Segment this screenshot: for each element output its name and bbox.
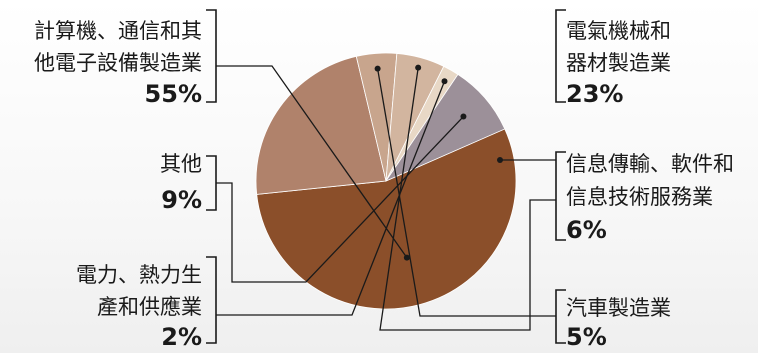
slice-value-label: 23% [566, 80, 623, 108]
slice-value-label: 6% [566, 216, 607, 244]
slice-annotation-5: 其他 9% [160, 113, 467, 283]
label-bracket [206, 256, 217, 344]
slice-label: 計算機、通信和其 [34, 19, 202, 43]
leader-dot [374, 65, 381, 72]
slice-label: 汽車製造業 [566, 296, 671, 320]
pie-annotations: 計算機、通信和其他電子設備製造業55%電氣機械和器材製造業23%汽車製造業5%信… [34, 9, 734, 351]
slice-value-label: 2% [161, 323, 202, 351]
slice-value-label: 55% [145, 80, 202, 108]
slice-label: 他電子設備製造業 [34, 51, 202, 75]
label-bracket [555, 9, 566, 103]
slice-label: 電氣機械和 [566, 19, 671, 43]
pie-slice-1 [255, 55, 387, 195]
leader-dot [497, 157, 503, 163]
slice-label: 電力、熱力生 [76, 263, 202, 287]
pie-slice-0 [256, 128, 517, 310]
leader-line [379, 67, 556, 331]
leader-line [216, 80, 446, 316]
leader-dot [415, 64, 422, 71]
label-bracket [555, 151, 566, 241]
pie-slices [255, 52, 517, 310]
label-bracket [555, 289, 566, 344]
slice-label: 信息技術服務業 [566, 185, 713, 209]
leader-line [376, 68, 556, 317]
leader-dot [403, 254, 410, 261]
slice-label: 其他 [160, 152, 202, 176]
leader-dot [441, 78, 448, 85]
leader-line [216, 65, 408, 259]
slice-value-label: 9% [161, 186, 202, 214]
slice-annotation-2: 汽車製造業 5% [374, 65, 671, 351]
leader-dot [460, 113, 467, 120]
label-bracket [206, 155, 217, 211]
label-bracket [206, 9, 217, 103]
leader-line [216, 116, 464, 283]
slice-label: 器材製造業 [566, 51, 671, 75]
slice-value-label: 5% [566, 323, 607, 351]
slice-label: 信息傳輸、軟件和 [566, 152, 734, 176]
slice-label: 產和供應業 [97, 295, 202, 319]
